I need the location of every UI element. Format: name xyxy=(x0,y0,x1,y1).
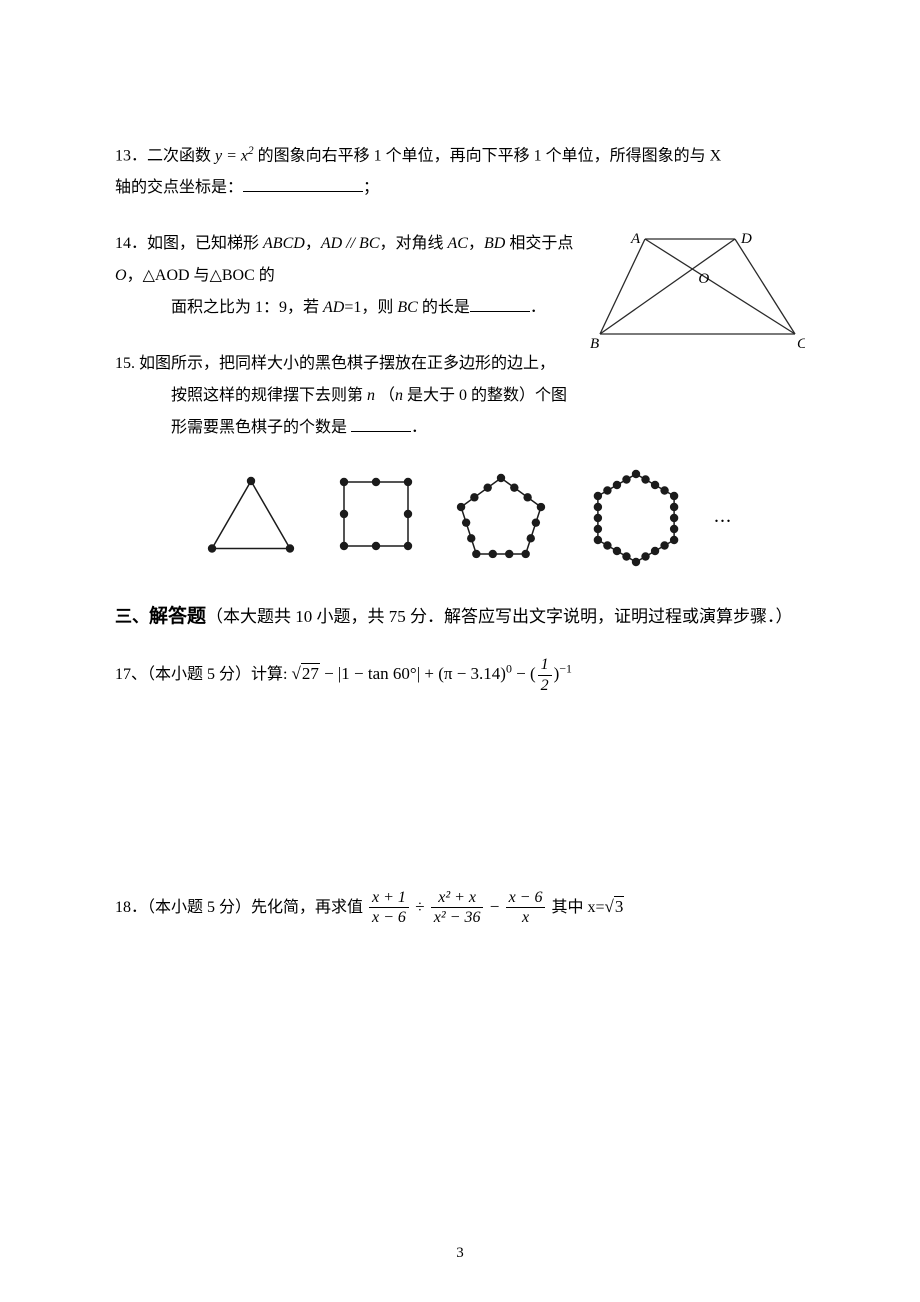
problem-13-line2: 轴的交点坐标是： ； xyxy=(115,172,805,204)
p14-blank xyxy=(470,296,530,312)
section-3-heading: 三、解答题（本大题共 10 小题，共 75 分．解答应写出文字说明，证明过程或演… xyxy=(115,598,805,636)
p14-AC: AC xyxy=(448,235,468,252)
svg-text:A: A xyxy=(630,231,641,247)
s3-lb: 解答题 xyxy=(149,606,206,627)
p14-adbc: AD // BC xyxy=(321,235,380,252)
figure-trapezoid: A D B C O xyxy=(590,224,805,366)
p18-div: ÷ xyxy=(411,897,429,916)
p17-formula: √27 − |1 − tan 60°| + (π − 3.14)0 − (12)… xyxy=(291,664,572,683)
p17-frac: 12 xyxy=(538,656,552,694)
p13-num: 13． xyxy=(115,147,147,164)
p17-n1: −1 xyxy=(559,662,572,676)
p17-desc: （本小题 5 分）计算: xyxy=(147,666,291,683)
s3-desc: （本大题共 10 小题，共 75 分．解答应写出文字说明，证明过程或演算步骤．） xyxy=(206,607,793,626)
pattern-ellipsis: ... xyxy=(714,505,732,527)
p18-f3: x − 6x xyxy=(506,889,546,927)
p15-n2: n xyxy=(395,387,403,404)
svg-text:C: C xyxy=(797,336,805,352)
p18-desc: （本小题 5 分）先化简，再求值 xyxy=(147,899,367,916)
p14-c2: ， xyxy=(127,267,143,284)
p18-f2: x² + xx² − 36 xyxy=(431,889,484,927)
p14-O: O xyxy=(115,267,127,284)
p14-ABCD: ABCD xyxy=(263,235,305,252)
p14-ADeq: AD xyxy=(323,299,344,316)
p15-num: 15. xyxy=(115,355,135,372)
s3-la: 三、 xyxy=(115,607,149,626)
p17-m2: − ( xyxy=(512,664,536,683)
p14-tf: 的 xyxy=(255,267,275,284)
p14-BD: BD xyxy=(484,235,505,252)
p15-line2: 按照这样的规律摆下去则第 n （n 是大于 0 的整数）个图 xyxy=(115,380,805,412)
problem-18: 18．（本小题 5 分）先化简，再求值 x + 1x − 6 ÷ x² + xx… xyxy=(115,889,805,927)
pattern-square xyxy=(326,468,426,568)
p14-tc: ，对角线 xyxy=(380,235,448,252)
p17-sqrt-sym: √ xyxy=(291,664,300,683)
p15-ta: 如图所示，把同样大小的黑色棋子摆放在正多边形的边上， xyxy=(135,355,555,372)
p18-where: 其中 x= xyxy=(547,899,604,916)
p15-blank xyxy=(351,416,411,432)
p15-pa: （ xyxy=(375,387,395,404)
p17-line: 17、（本小题 5 分）计算: √27 − |1 − tan 60°| + (π… xyxy=(115,656,805,694)
p15-n: n xyxy=(367,387,375,404)
svg-text:O: O xyxy=(698,271,709,287)
p13-ta: 二次函数 xyxy=(147,147,215,164)
p14-ta: 如图，已知梯形 xyxy=(147,235,263,252)
p18-formula: x + 1x − 6 ÷ x² + xx² − 36 − x − 6x xyxy=(367,897,547,916)
problem-13-line1: 13．二次函数 y = x2 的图象向右平移 1 个单位，再向下平移 1 个单位… xyxy=(115,140,805,172)
p18-line: 18．（本小题 5 分）先化简，再求值 x + 1x − 6 ÷ x² + xx… xyxy=(115,889,805,927)
p18-f1: x + 1x − 6 xyxy=(369,889,409,927)
p14-c1: ， xyxy=(468,235,484,252)
svg-text:B: B xyxy=(590,336,599,352)
p18-f1d: x − 6 xyxy=(369,908,409,927)
p15-period: ． xyxy=(411,419,427,436)
p14-td: 相交于点 xyxy=(505,235,573,252)
p15-pb: 是大于 0 的整数）个图 xyxy=(403,387,567,404)
p13-blank xyxy=(243,176,363,192)
p18-f3d: x xyxy=(506,908,546,927)
p13-tc: 轴的交点坐标是： xyxy=(115,179,243,196)
workspace-17 xyxy=(115,719,805,889)
p15-l3: 形需要黑色棋子的个数是 xyxy=(171,419,351,436)
page-number: 3 xyxy=(0,1245,920,1262)
p14-BC: BC xyxy=(397,299,417,316)
pattern-hexagon xyxy=(576,468,696,568)
p15-line3: 形需要黑色棋子的个数是 ． xyxy=(115,412,805,444)
p18-f3n: x − 6 xyxy=(506,889,546,909)
p15-l2: 按照这样的规律摆下去则第 xyxy=(171,387,367,404)
p14-l2b: =1，则 xyxy=(344,299,397,316)
p14-tri1: △AOD xyxy=(143,267,190,284)
pattern-triangle xyxy=(196,468,306,568)
p17-m1: − |1 − tan 60°| + (π − 3.14) xyxy=(320,664,506,683)
p14-period: ． xyxy=(530,299,546,316)
problem-17: 17、（本小题 5 分）计算: √27 − |1 − tan 60°| + (π… xyxy=(115,656,805,694)
p14-l2a: 面积之比为 1：9，若 xyxy=(171,299,323,316)
trapezoid-svg: A D B C O xyxy=(590,224,805,354)
p14-tri2: △BOC xyxy=(210,267,255,284)
p18-f2n: x² + x xyxy=(431,889,484,909)
p17-fd: 2 xyxy=(538,676,552,695)
p18-f2d: x² − 36 xyxy=(431,908,484,927)
p14-l2c: 的长是 xyxy=(418,299,470,316)
p18-f1n: x + 1 xyxy=(369,889,409,909)
pattern-pentagon xyxy=(446,468,556,568)
svg-text:D: D xyxy=(740,231,752,247)
problem-13: 13．二次函数 y = x2 的图象向右平移 1 个单位，再向下平移 1 个单位… xyxy=(115,140,805,204)
pattern-figures: ... xyxy=(115,468,805,568)
p13-eq: y = x xyxy=(215,147,248,164)
p18-minus: − xyxy=(485,897,503,916)
p17-fn: 1 xyxy=(538,656,552,676)
problem-14: ADBCO 14．如图，已知梯形 ABCD，AD // BC，对角线 AC，BD… xyxy=(115,228,805,324)
p18-rad3: 3 xyxy=(614,896,625,916)
p14-tb: ， xyxy=(305,235,321,252)
p14-num: 14． xyxy=(115,235,147,252)
p17-rad: 27 xyxy=(301,663,320,683)
p14-te: 与 xyxy=(190,267,210,284)
p13-tb: 的图象向右平移 1 个单位，再向下平移 1 个单位，所得图象的与 X xyxy=(254,147,722,164)
p17-num: 17、 xyxy=(115,666,147,683)
p13-semi: ； xyxy=(363,179,379,196)
p18-sqrt-sym: √ xyxy=(605,897,614,916)
p18-num: 18． xyxy=(115,899,147,916)
